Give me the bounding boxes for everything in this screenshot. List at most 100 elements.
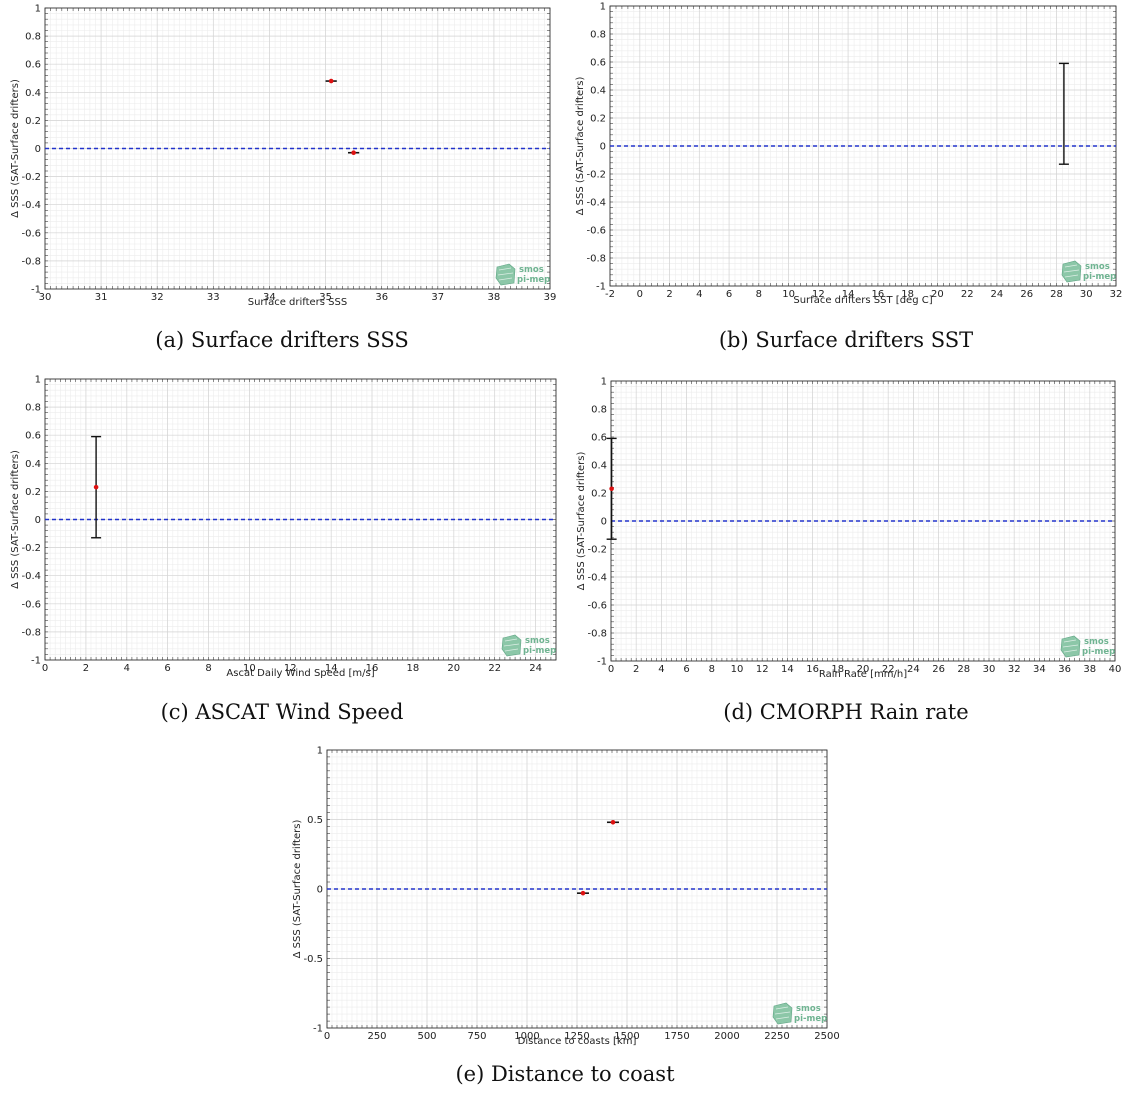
x-tick-label: 18 — [831, 664, 844, 675]
x-tick-label: 36 — [1058, 664, 1071, 675]
x-tick-label: 37 — [431, 292, 444, 303]
x-tick-label: 6 — [726, 289, 732, 300]
y-tick-label: -0.4 — [21, 200, 41, 211]
x-tick-label: 31 — [95, 292, 108, 303]
panel-e: 0 250 500 750 1000 1250 1500 1750 2000 2250 2500 -1… — [280, 740, 850, 1090]
x-axis-label: Rain Rate [mm/h] — [819, 669, 907, 680]
y-axis-label: Δ SSS (SAT-Surface drifters) — [10, 450, 21, 589]
x-tick-label: 24 — [991, 289, 1004, 300]
x-tick-label: 24 — [529, 663, 542, 674]
y-tick-label: -1 — [597, 657, 607, 668]
x-tick-label: 2500 — [814, 1031, 839, 1042]
y-tick-label: -0.8 — [21, 627, 41, 638]
x-tick-label: 24 — [907, 664, 920, 675]
x-tick-label: 32 — [151, 292, 164, 303]
x-tick-label: 40 — [1109, 664, 1122, 675]
x-tick-label: 18 — [901, 289, 914, 300]
x-tick-label: 10 — [782, 289, 795, 300]
x-tick-label: 26 — [932, 664, 945, 675]
y-tick-label: 0.4 — [25, 88, 41, 99]
panel-d: 0 2 4 6 8 10 12 14 16 18 20 22 24 26 28 30 32 34 36 38 40 -1-… — [564, 370, 1128, 725]
point-marker — [328, 78, 334, 84]
y-tick-label: 0 — [600, 142, 606, 153]
x-tick-label: 33 — [207, 292, 220, 303]
logo-mark-lines-icon — [1062, 639, 1079, 653]
chart-cmorph-rain-rate: 0 2 4 6 8 10 12 14 16 18 20 22 24 26 28 30 32 34 36 38 40-1-… — [576, 377, 1122, 681]
x-tick-label: -2 — [605, 289, 615, 300]
logo-text-smos: smos — [1084, 637, 1109, 647]
x-tick-label: 14 — [781, 664, 794, 675]
panel-c: 0 2 4 6 8 10 12 14 16 18 20 22 24 -1 -0.8 -0.6 -0.4 -0.2 0… — [0, 370, 564, 724]
y-tick-label: 0.6 — [25, 431, 41, 442]
y-tick-label: 1 — [600, 2, 606, 13]
y-tick-label: -0.4 — [586, 198, 606, 209]
caption-c: (c) ASCAT Wind Speed — [160, 700, 404, 724]
point-marker — [351, 150, 356, 156]
logo-text-smos: smos — [1085, 262, 1110, 272]
y-tick-label: 0.4 — [591, 461, 607, 472]
x-tick-label: 6 — [164, 663, 170, 674]
x-tick-label: 22 — [961, 289, 974, 300]
x-tick-label: 8 — [205, 663, 211, 674]
y-axis-label: Δ SSS (SAT-Surface drifters) — [292, 820, 303, 959]
x-tick-label: 2 — [666, 289, 672, 300]
x-tick-label: 1500 — [614, 1031, 639, 1042]
logo-text-pi-mep: pi-mep — [523, 646, 556, 656]
data-point — [577, 890, 589, 896]
y-tick-label: -0.4 — [587, 573, 607, 584]
logo-text-pi-mep: pi-mep — [1083, 272, 1116, 282]
y-tick-label: 1 — [317, 746, 323, 757]
y-tick-label: 0.6 — [591, 433, 607, 444]
x-tick-label: 30 — [983, 664, 996, 675]
y-tick-label: 0 — [317, 885, 323, 896]
caption-b: (b) Surface drifters SST — [718, 328, 974, 352]
x-tick-label: 0 — [637, 289, 643, 300]
y-tick-label: -0.6 — [21, 228, 41, 239]
y-tick-label: 0.4 — [25, 459, 41, 470]
x-axis-label: Surface drifters SSS — [248, 297, 347, 308]
x-tick-label: 20 — [931, 289, 944, 300]
x-tick-label: 16 — [872, 289, 885, 300]
chart-surface-drifters-sst: -2 0 2 4 6 8 10 12 14 16 18 20 22 24 26 28 30 32-1-0.8-0.… — [575, 2, 1123, 307]
x-tick-label: 28 — [1050, 289, 1063, 300]
y-tick-label: 1 — [35, 375, 41, 386]
x-tick-label: 1000 — [514, 1031, 539, 1042]
x-tick-label: 36 — [375, 292, 388, 303]
x-tick-label: 34 — [263, 292, 276, 303]
x-tick-label: 16 — [806, 664, 819, 675]
y-tick-label: -0.2 — [587, 545, 607, 556]
logo-mark-icon — [772, 1002, 793, 1025]
x-tick-label: 14 — [842, 289, 855, 300]
y-tick-label: -1 — [313, 1024, 323, 1035]
x-tick-label: 8 — [709, 664, 715, 675]
logo-mark-icon — [1061, 260, 1082, 283]
panel-a: 30 31 32 33 34 35 36 37 38 39 -1 -0.8 -0.6 -0.4 -0.2 0 0… — [0, 0, 564, 360]
y-tick-label: 0.5 — [307, 815, 323, 826]
y-tick-label: -0.8 — [21, 256, 41, 267]
x-tick-label: 32 — [1110, 289, 1123, 300]
y-tick-label: 0.2 — [590, 114, 606, 125]
x-tick-label: 0 — [324, 1031, 330, 1042]
y-tick-label: -0.8 — [587, 629, 607, 640]
x-tick-label: 20 — [857, 664, 870, 675]
x-tick-label: 10 — [243, 663, 256, 674]
tick-marks — [44, 7, 551, 290]
y-tick-label: 0.2 — [25, 487, 41, 498]
x-tick-label: 18 — [407, 663, 420, 674]
logo-mark-lines-icon — [497, 267, 514, 281]
x-tick-label: 250 — [367, 1031, 386, 1042]
x-tick-label: 12 — [812, 289, 825, 300]
logo-mark-icon — [501, 634, 522, 657]
logo-text-pi-mep: pi-mep — [1082, 647, 1115, 657]
y-tick-label: -0.6 — [586, 226, 606, 237]
y-tick-label: 0.8 — [25, 32, 41, 43]
y-tick-label: 0.8 — [590, 30, 606, 41]
chart-surface-drifters-sss: 30 31 32 33 34 35 36 37 38 39 -1 -0.8 -0.6 -0.4 -0.2 0 0… — [10, 4, 556, 309]
logo-mark-icon — [495, 263, 516, 286]
logo-text-smos: smos — [525, 636, 550, 646]
logo-mark-lines-icon — [503, 638, 520, 652]
point-marker — [580, 890, 586, 896]
